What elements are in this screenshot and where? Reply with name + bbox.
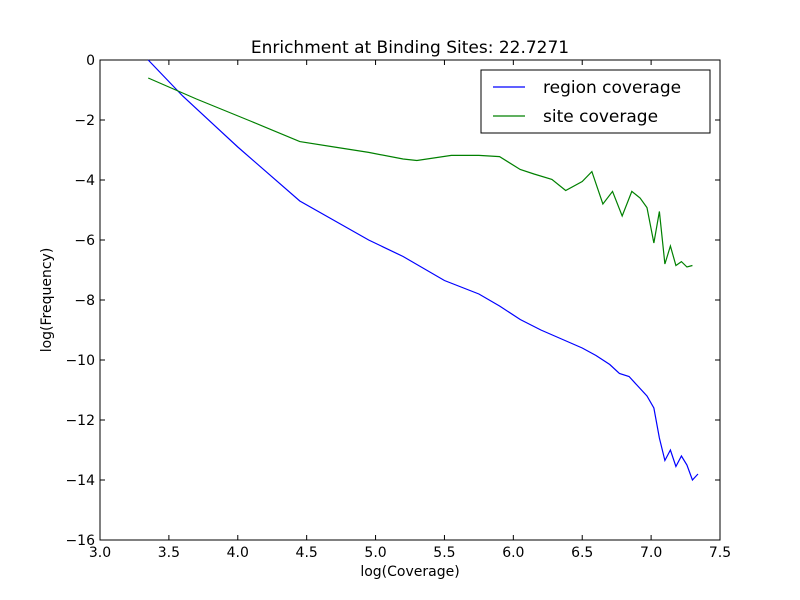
y-tick-label: −4 <box>74 173 95 189</box>
plot-frame <box>99 59 721 541</box>
legend-items: region coverage site coverage <box>493 78 681 127</box>
y-tick-label: −14 <box>65 473 95 489</box>
y-tick-label: −6 <box>74 233 95 249</box>
y-axis-ticks: 0 −2 −4 −6 −8 −10 −12 −14 −16 <box>65 53 720 549</box>
x-tick-label: 7.5 <box>709 545 731 561</box>
x-axis-ticks: 3.0 3.5 4.0 4.5 5.0 5.5 6.0 6.5 7.0 7.5 <box>89 60 731 561</box>
y-tick-label: −16 <box>65 533 95 549</box>
x-tick-label: 7.0 <box>640 545 662 561</box>
legend-label-0: region coverage <box>543 78 681 98</box>
x-tick-label: 6.5 <box>571 545 593 561</box>
x-tick-label: 6.0 <box>502 545 524 561</box>
y-tick-label: −8 <box>74 293 95 309</box>
y-tick-label: −12 <box>65 413 95 429</box>
legend-label-1: site coverage <box>543 107 658 127</box>
x-tick-label: 5.5 <box>433 545 455 561</box>
plot-area: 3.0 3.5 4.0 4.5 5.0 5.5 6.0 6.5 7.0 7.5 0 −2 −4 −6 −8… <box>65 53 731 561</box>
x-tick-label: 3.0 <box>89 545 111 561</box>
y-axis-label: log(Frequency) <box>39 248 55 353</box>
y-tick-label: −10 <box>65 353 95 369</box>
x-axis-label: log(Coverage) <box>360 564 459 580</box>
chart-title: Enrichment at Binding Sites: 22.7271 <box>251 38 569 58</box>
series-line-0 <box>147 59 699 482</box>
legend-frame <box>480 69 711 134</box>
x-tick-label: 3.5 <box>158 545 180 561</box>
legend: region coverage site coverage <box>480 69 711 134</box>
x-tick-label: 5.0 <box>364 545 386 561</box>
x-tick-label: 4.0 <box>227 545 249 561</box>
series-line-1 <box>147 77 693 268</box>
series-layer <box>147 59 699 482</box>
y-tick-label: −2 <box>74 113 95 129</box>
x-tick-label: 4.5 <box>296 545 318 561</box>
y-tick-label: 0 <box>86 53 95 69</box>
